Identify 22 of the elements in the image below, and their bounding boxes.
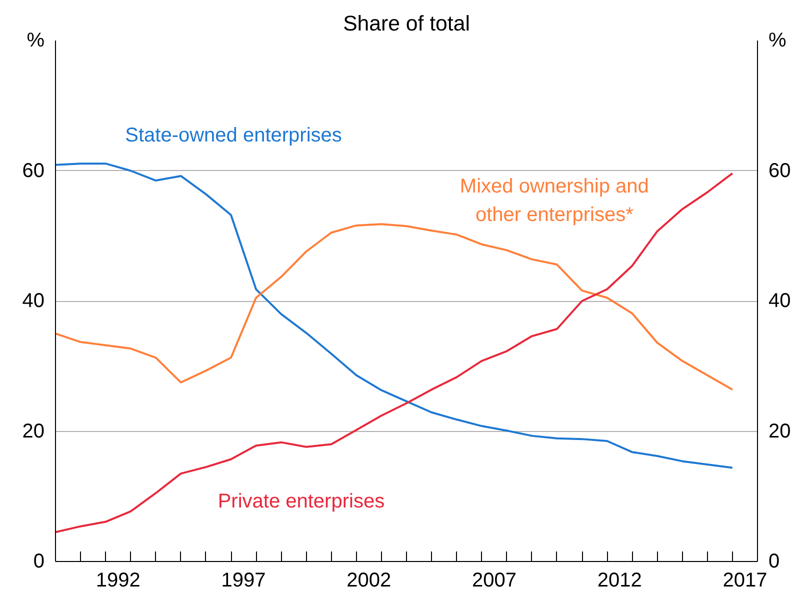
y-tick-label: 20: [22, 420, 45, 442]
x-tick-label: 2012: [597, 570, 642, 592]
y2-tick-label: 60: [768, 160, 791, 182]
y2-tick-label: 40: [768, 290, 791, 312]
x-tick-label: 1997: [221, 570, 266, 592]
line-series: [56, 172, 734, 534]
y2-tick-label: 20: [768, 420, 791, 442]
y2-tick-label: 0: [768, 550, 780, 572]
x-tick-label: 2017: [722, 570, 768, 592]
y-tick-label: 40: [22, 290, 45, 312]
y-tick-label: 0: [33, 550, 44, 572]
line-series: [56, 162, 734, 469]
x-tick-label: 2002: [346, 570, 392, 592]
series-label: State-owned enterprises: [125, 124, 342, 147]
y2-axis-title: %: [768, 30, 786, 52]
series-label: Mixed ownership and other enterprises*: [460, 175, 649, 226]
series-label: Private enterprises: [218, 490, 385, 513]
y-tick-label: 60: [22, 160, 45, 182]
y-axis-title: %: [26, 30, 45, 52]
chart-title: Share of total: [343, 12, 470, 36]
x-tick-label: 1992: [96, 570, 140, 592]
x-tick-label: 2007: [472, 570, 517, 592]
